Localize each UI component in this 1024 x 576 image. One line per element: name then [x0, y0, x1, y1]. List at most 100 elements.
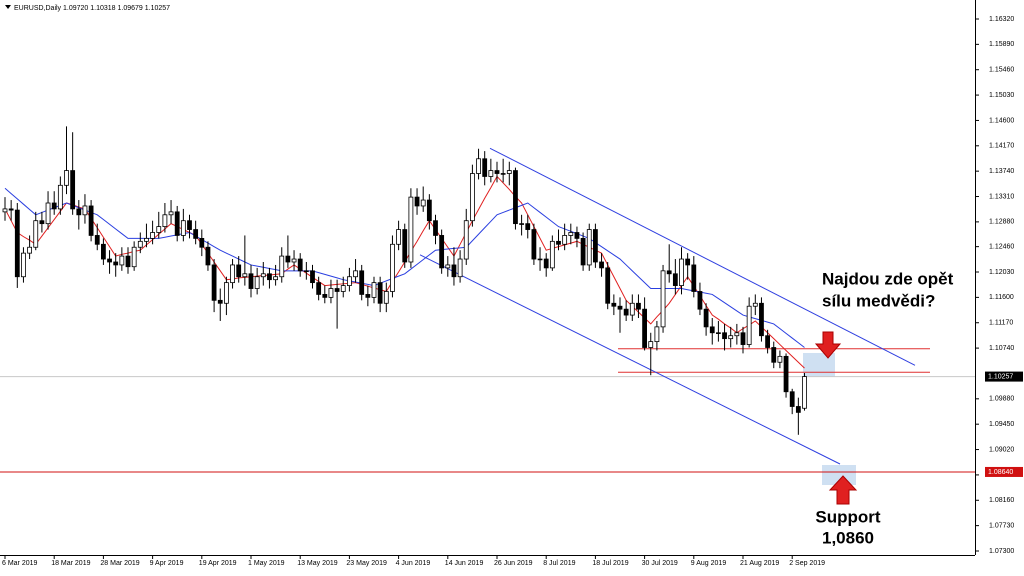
candle-body — [70, 170, 76, 210]
zone-box — [822, 465, 856, 485]
candle-body — [223, 282, 229, 304]
candle-body — [353, 270, 358, 278]
candle-body — [672, 273, 678, 286]
candle-body — [242, 273, 248, 278]
candle-body — [752, 302, 758, 307]
moving-average — [4, 187, 805, 348]
candle-body — [802, 376, 807, 409]
y-tick-label: 1.15030 — [989, 92, 1014, 99]
candle-body — [236, 264, 242, 278]
candle-body — [574, 232, 580, 239]
y-tick-label: 1.11170 — [989, 320, 1013, 327]
y-tick-label: 1.15460 — [989, 67, 1014, 74]
trend-line — [489, 147, 916, 366]
candle-body — [697, 291, 703, 310]
candle-body — [254, 276, 260, 289]
candle-body — [168, 211, 174, 216]
candle-body — [310, 270, 315, 284]
candle-body — [150, 232, 156, 239]
y-tick-label: 1.11600 — [989, 294, 1014, 301]
candle-body — [679, 258, 684, 286]
candle-body — [537, 258, 543, 261]
candle-body — [39, 220, 45, 225]
candle-body — [666, 270, 672, 275]
candle-body — [76, 208, 82, 216]
candle-body — [57, 184, 63, 210]
candle-body — [642, 308, 647, 348]
price-tag — [985, 371, 1023, 382]
candle-body — [795, 406, 801, 413]
candle-body — [273, 276, 279, 281]
candle-body — [377, 282, 383, 304]
x-tick-label: 13 May 2019 — [297, 560, 338, 567]
support-label: 1,0860 — [822, 528, 874, 547]
candle-body — [420, 199, 426, 207]
candle-body — [193, 229, 199, 239]
candle-body — [199, 237, 205, 248]
candle-body — [531, 229, 537, 260]
candle-body — [562, 235, 568, 245]
y-tick-label: 1.15890 — [989, 41, 1014, 48]
trend-line — [419, 254, 841, 465]
candle-body — [131, 246, 137, 268]
candle-body — [396, 229, 402, 245]
x-tick-label: 9 Aug 2019 — [691, 560, 727, 567]
candle-body — [402, 229, 408, 263]
candle-body — [2, 208, 8, 213]
candle-body — [611, 302, 617, 307]
candle-body — [469, 173, 475, 222]
y-tick-label: 1.12880 — [989, 219, 1014, 226]
x-tick-label: 6 Mar 2019 — [2, 560, 38, 567]
candle-body — [629, 302, 635, 316]
candle-body — [371, 282, 377, 298]
candle-body — [593, 229, 598, 263]
candle-body — [500, 173, 506, 175]
candle-body — [451, 264, 457, 278]
candle-body — [476, 158, 481, 174]
candle-body — [506, 170, 512, 174]
x-tick-label: 4 Jun 2019 — [396, 560, 431, 567]
y-tick-label: 1.09450 — [989, 421, 1014, 428]
candle-body — [586, 229, 592, 266]
y-tick-label: 1.12030 — [989, 269, 1014, 276]
arrow — [828, 475, 858, 505]
y-tick-label: 1.09020 — [989, 446, 1014, 453]
candle-body — [279, 255, 285, 278]
y-tick-label: 1.13740 — [989, 168, 1014, 175]
candle-body — [14, 209, 20, 278]
x-tick-label: 18 Mar 2019 — [51, 560, 90, 567]
candle-body — [101, 243, 106, 260]
candle-body — [285, 255, 291, 263]
y-tick-label: 1.14600 — [989, 117, 1014, 124]
candle-body — [759, 302, 764, 337]
candle-body — [789, 391, 795, 407]
candle-body — [51, 202, 57, 210]
candle-body — [217, 299, 223, 304]
candle-body — [144, 237, 149, 242]
y-tick-label: 1.16320 — [989, 16, 1014, 23]
support-label: Support — [815, 507, 880, 526]
y-tick-label: 1.12460 — [989, 243, 1014, 250]
candle-body — [94, 235, 100, 245]
candle-body — [728, 335, 734, 340]
x-tick-label: 21 Aug 2019 — [740, 560, 779, 567]
menu-arrow — [5, 5, 11, 9]
candle-body — [64, 170, 69, 186]
candle-body — [734, 332, 740, 337]
candle-body — [390, 243, 395, 292]
x-tick-label: 23 May 2019 — [346, 560, 387, 567]
candle-body — [654, 326, 660, 343]
x-tick-label: 19 Apr 2019 — [199, 560, 237, 567]
candle-body — [383, 291, 389, 304]
candle-body — [334, 288, 340, 292]
candle-body — [211, 264, 217, 301]
candle-body — [457, 258, 463, 278]
candle-body — [260, 273, 266, 278]
candle-body — [463, 220, 469, 260]
candle-body — [27, 246, 33, 254]
candle-body — [525, 223, 531, 230]
x-tick-label: 30 Jul 2019 — [642, 560, 678, 567]
y-tick-label: 1.10740 — [989, 345, 1014, 352]
candle-body — [648, 341, 654, 348]
